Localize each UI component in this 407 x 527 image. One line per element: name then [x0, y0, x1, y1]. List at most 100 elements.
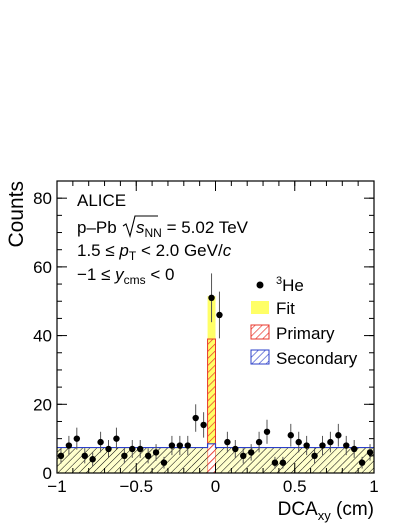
data-point: [137, 445, 144, 453]
data-point: [65, 442, 73, 449]
svg-text:sNN = 5.02 TeV: sNN = 5.02 TeV: [136, 218, 249, 240]
legend-label-primary: Primary: [276, 324, 335, 343]
energy-sub: NN: [145, 226, 162, 240]
data-point: [160, 459, 168, 466]
legend: 3He Fit Primary Secondary: [250, 275, 358, 368]
x-axis-label: DCAxy (cm): [278, 499, 374, 523]
x-axis-label-sub: xy: [318, 508, 332, 523]
y-tick-label: 60: [33, 258, 52, 277]
secondary-outline: [57, 443, 374, 449]
energy-var: s: [136, 218, 145, 237]
data-point: [73, 435, 81, 442]
annotation-experiment: ALICE: [77, 191, 126, 210]
data-point: [287, 432, 294, 439]
x-tick-label: 1: [369, 477, 378, 496]
data-point: [192, 414, 199, 422]
data-point: [240, 452, 247, 460]
secondary-bar: [167, 447, 176, 473]
data-point: [168, 442, 176, 449]
data-point: [343, 442, 350, 449]
data-point: [105, 445, 112, 453]
data-point: [216, 311, 223, 319]
data-point: [81, 452, 88, 460]
x-axis-label-unit: (cm): [331, 499, 374, 520]
data-point: [303, 442, 310, 449]
secondary-bar: [112, 447, 121, 473]
y-axis-label: Counts: [5, 181, 28, 248]
data-point: [335, 432, 342, 439]
secondary-bar: [326, 447, 335, 473]
data-point: [366, 449, 374, 456]
data-point: [113, 435, 120, 442]
data-point: [350, 445, 358, 453]
legend-label-data: He: [282, 276, 304, 295]
secondary-bar: [318, 447, 327, 473]
data-point: [263, 428, 271, 435]
data-point: [295, 438, 302, 446]
x-tick-label: −1: [47, 477, 66, 496]
x-tick-label: 0.5: [283, 477, 307, 496]
legend-swatch-secondary: [250, 349, 270, 365]
secondary-bar: [215, 447, 224, 473]
legend-swatch-fit: [251, 301, 269, 314]
secondary-bar: [72, 447, 81, 473]
data-point: [152, 449, 160, 456]
data-point: [327, 438, 334, 446]
secondary-bar: [136, 447, 145, 473]
secondary-bar: [183, 447, 192, 473]
primary-bar: [207, 338, 216, 473]
svg-text:p–Pb: p–Pb: [77, 218, 117, 237]
system-label: p–Pb: [77, 218, 117, 237]
y-tick-label: 40: [33, 327, 52, 346]
secondary-bar: [302, 447, 311, 473]
data-point: [232, 445, 239, 453]
secondary-bar: [350, 447, 359, 473]
sqrt-sign: [122, 215, 158, 238]
legend-label-data-sup: 3: [276, 275, 282, 287]
legend-entry-primary: Primary: [250, 324, 335, 343]
data-point: [121, 452, 128, 460]
legend-swatch-primary: [250, 324, 270, 340]
annotation-rapidity: −1 ≤ ycms < 0: [77, 265, 175, 287]
annotation-pt-range: 1.5 ≤ pT < 2.0 GeV/c: [77, 241, 232, 263]
data-point: [255, 438, 263, 446]
secondary-bar: [334, 447, 343, 473]
secondary-bar: [128, 447, 137, 473]
secondary-bar: [199, 447, 208, 473]
energy-value: = 5.02 TeV: [162, 218, 249, 237]
annotation-system: p–Pb sNN = 5.02 TeV: [77, 215, 249, 240]
secondary-bar: [255, 447, 264, 473]
secondary-bar: [104, 447, 113, 473]
data-point: [144, 452, 152, 460]
secondary-bar: [286, 447, 295, 473]
data-point: [311, 452, 318, 460]
secondary-bar: [191, 447, 200, 473]
data-point: [319, 442, 326, 449]
data-point: [200, 421, 207, 429]
legend-marker-data: [256, 281, 264, 289]
data-point: [97, 438, 104, 446]
x-axis-label-main: DCA: [278, 499, 318, 520]
secondary-bar: [342, 447, 351, 473]
secondary-bar: [231, 447, 240, 473]
secondary-bar: [263, 447, 271, 473]
data-point: [176, 442, 184, 449]
data-point: [129, 445, 136, 453]
y-tick-label: 80: [33, 189, 52, 208]
data-point: [184, 442, 191, 449]
y-tick-label: 0: [43, 464, 52, 483]
data-point: [279, 459, 287, 466]
legend-label-fit: Fit: [276, 299, 295, 318]
y-tick-label: 20: [33, 395, 52, 414]
legend-entry-data: 3He: [256, 275, 304, 295]
data-point: [208, 294, 215, 301]
legend-entry-secondary: Secondary: [250, 349, 358, 368]
data-point: [271, 459, 279, 466]
secondary-bar: [223, 447, 232, 473]
x-tick-label: 0: [211, 477, 220, 496]
data-point: [358, 459, 366, 466]
secondary-bar: [64, 447, 73, 473]
svg-text:3He: 3He: [276, 275, 304, 295]
secondary-bar: [96, 447, 105, 473]
